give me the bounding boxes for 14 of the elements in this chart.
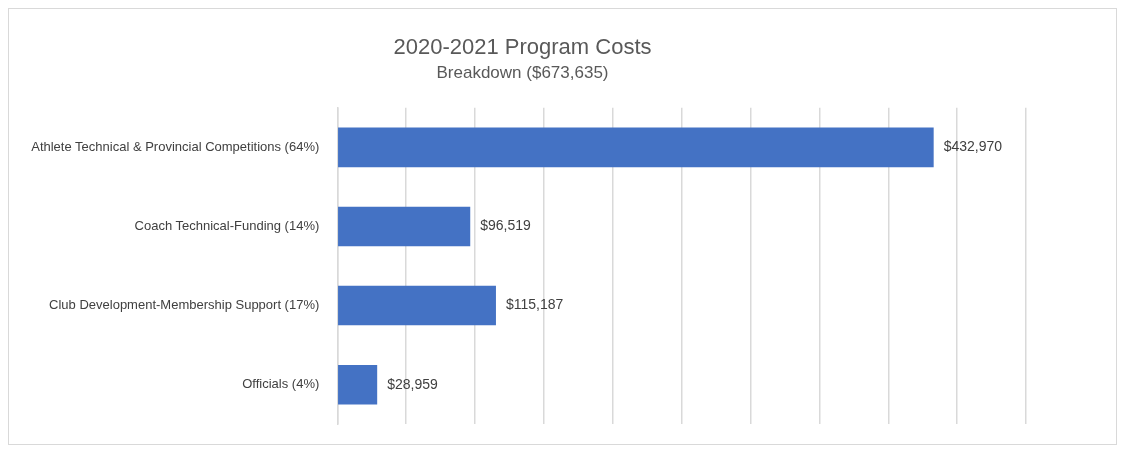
bar — [338, 285, 496, 326]
y-tick-label: Athlete Technical & Provincial Competitions (64%) — [31, 138, 320, 154]
data-label: $28,959 — [387, 375, 439, 392]
bar — [338, 364, 378, 405]
data-label: $96,519 — [480, 217, 532, 234]
chart-subtitle: Breakdown ($673,635) — [436, 63, 609, 83]
data-label: $115,187 — [505, 296, 564, 313]
data-label: $432,970 — [943, 138, 1003, 155]
bar — [338, 127, 934, 168]
y-tick-label: Officials (4%) — [242, 376, 320, 392]
y-tick-label: Club Development-Membership Support (17%) — [49, 297, 320, 313]
y-tick-label: Coach Technical-Funding (14%) — [134, 218, 320, 234]
chart-title: 2020-2021 Program Costs — [393, 34, 652, 60]
bar — [338, 206, 471, 247]
